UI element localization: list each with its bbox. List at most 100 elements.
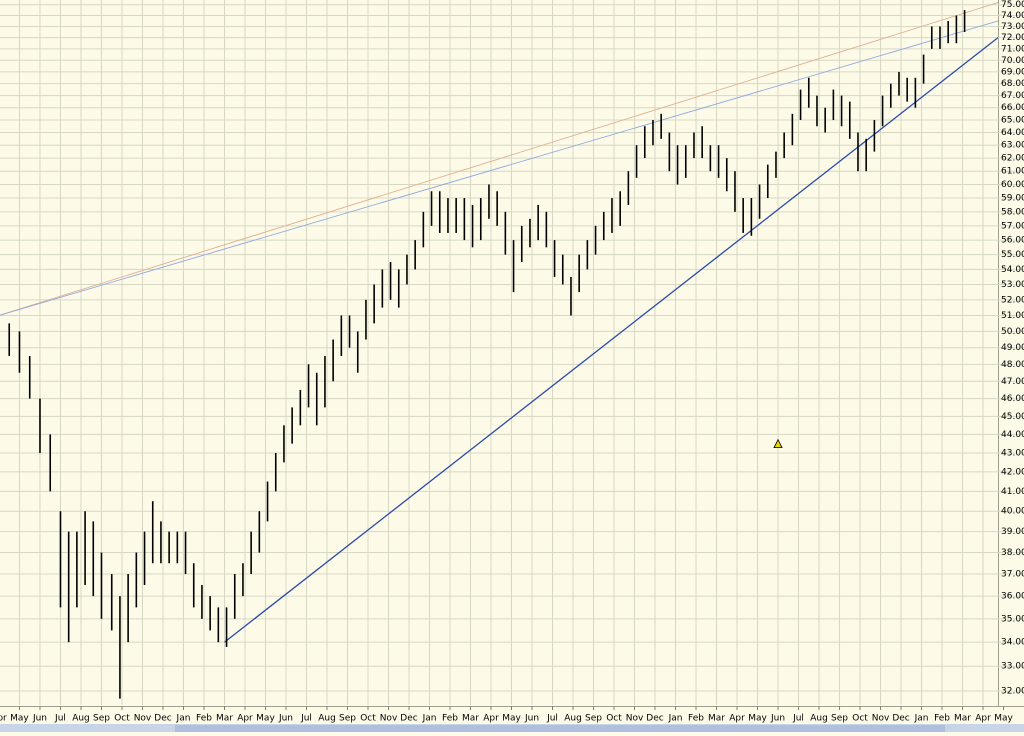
x-tick-label: Dec	[646, 714, 663, 724]
y-tick-label: 50.00	[1001, 327, 1024, 337]
y-tick-label: 49.00	[1001, 343, 1024, 353]
x-tick-label: May	[994, 714, 1013, 724]
y-tick-label: 42.00	[1001, 467, 1024, 477]
x-tick-label: Oct	[852, 714, 868, 724]
x-tick-label: Jul	[300, 714, 312, 724]
x-tick-label: Nov	[134, 714, 152, 724]
x-tick-label: Jul	[546, 714, 558, 724]
y-tick-label: 34.00	[1001, 638, 1024, 648]
y-tick-label: 66.00	[1001, 103, 1024, 113]
x-tick-label: Nov	[626, 714, 644, 724]
y-tick-label: 39.00	[1001, 527, 1024, 537]
x-tick-label: Apr	[483, 714, 499, 724]
y-tick-label: 55.00	[1001, 250, 1024, 260]
x-tick-label: Jun	[770, 714, 785, 724]
y-tick-label: 45.00	[1001, 412, 1024, 422]
x-tick-label: Dec	[400, 714, 417, 724]
x-tick-label: Jun	[278, 714, 293, 724]
y-tick-label: 59.00	[1001, 194, 1024, 204]
trend-line	[0, 2, 999, 316]
y-tick-label: 33.00	[1001, 662, 1024, 672]
y-tick-label: 36.00	[1001, 592, 1024, 602]
y-tick-label: 61.00	[1001, 167, 1024, 177]
x-tick-label: Feb	[196, 714, 212, 724]
trend-line	[224, 37, 999, 643]
x-tick-label: May	[256, 714, 275, 724]
y-tick-label: 57.00	[1001, 221, 1024, 231]
x-tick-label: Mar	[216, 714, 233, 724]
y-tick-label: 60.00	[1001, 180, 1024, 190]
x-tick-label: Feb	[934, 714, 950, 724]
trend-line	[0, 20, 999, 316]
x-tick-label: Aug	[318, 714, 336, 724]
x-tick-label: Dec	[154, 714, 171, 724]
x-tick-label: Mar	[462, 714, 479, 724]
x-tick-label: Nov	[380, 714, 398, 724]
x-tick-label: May	[10, 714, 29, 724]
x-tick-label: Mar	[708, 714, 725, 724]
x-tick-label: Sep	[339, 714, 356, 724]
x-tick-label: Apr	[729, 714, 745, 724]
x-tick-label: Dec	[892, 714, 909, 724]
y-tick-label: 32.00	[1001, 687, 1024, 697]
y-tick-label: 56.00	[1001, 236, 1024, 246]
x-tick-label: Jul	[54, 714, 66, 724]
x-tick-label: Feb	[442, 714, 458, 724]
y-tick-label: 35.00	[1001, 614, 1024, 624]
x-tick-label: Feb	[688, 714, 704, 724]
y-tick-label: 38.00	[1001, 548, 1024, 558]
y-tick-label: 71.00	[1001, 44, 1024, 54]
y-tick-label: 65.00	[1001, 116, 1024, 126]
y-tick-label: 47.00	[1001, 377, 1024, 387]
y-tick-label: 63.00	[1001, 141, 1024, 151]
x-tick-label: Jul	[792, 714, 804, 724]
y-tick-label: 41.00	[1001, 487, 1024, 497]
y-tick-label: 70.00	[1001, 56, 1024, 66]
x-tick-label: Sep	[93, 714, 110, 724]
x-tick-label: Jan	[668, 714, 683, 724]
x-tick-label: Nov	[872, 714, 890, 724]
y-tick-label: 64.00	[1001, 128, 1024, 138]
y-tick-label: 58.00	[1001, 207, 1024, 217]
x-tick-label: Apr	[0, 714, 7, 724]
y-tick-label: 43.00	[1001, 448, 1024, 458]
y-tick-label: 52.00	[1001, 295, 1024, 305]
y-tick-label: 51.00	[1001, 311, 1024, 321]
y-tick-label: 53.00	[1001, 280, 1024, 290]
x-tick-label: Oct	[114, 714, 130, 724]
x-tick-label: May	[502, 714, 521, 724]
y-tick-label: 74.00	[1001, 11, 1024, 21]
y-tick-label: 48.00	[1001, 360, 1024, 370]
y-tick-label: 68.00	[1001, 79, 1024, 89]
y-tick-label: 54.00	[1001, 265, 1024, 275]
x-tick-label: Apr	[975, 714, 991, 724]
y-tick-label: 62.00	[1001, 154, 1024, 164]
x-tick-label: Jan	[422, 714, 437, 724]
y-tick-label: 72.00	[1001, 33, 1024, 43]
y-tick-label: 75.00	[1001, 0, 1024, 10]
x-tick-label: Jan	[176, 714, 191, 724]
x-tick-label: Jun	[32, 714, 47, 724]
x-tick-label: Aug	[72, 714, 90, 724]
x-tick-label: Oct	[606, 714, 622, 724]
y-tick-label: 69.00	[1001, 67, 1024, 77]
y-tick-label: 73.00	[1001, 22, 1024, 32]
x-tick-label: Aug	[810, 714, 828, 724]
x-tick-label: Sep	[831, 714, 848, 724]
y-tick-label: 37.00	[1001, 570, 1024, 580]
x-tick-label: May	[748, 714, 767, 724]
x-tick-label: Jun	[524, 714, 539, 724]
x-tick-label: Sep	[585, 714, 602, 724]
y-tick-label: 67.00	[1001, 91, 1024, 101]
alert-marker	[773, 438, 783, 449]
y-tick-label: 44.00	[1001, 430, 1024, 440]
x-tick-label: Aug	[564, 714, 582, 724]
y-tick-label: 40.00	[1001, 507, 1024, 517]
scrollbar-thumb[interactable]	[175, 725, 945, 732]
y-tick-label: 46.00	[1001, 394, 1024, 404]
x-tick-label: Mar	[954, 714, 971, 724]
x-tick-label: Apr	[237, 714, 253, 724]
x-tick-label: Jan	[914, 714, 929, 724]
x-tick-label: Oct	[360, 714, 376, 724]
